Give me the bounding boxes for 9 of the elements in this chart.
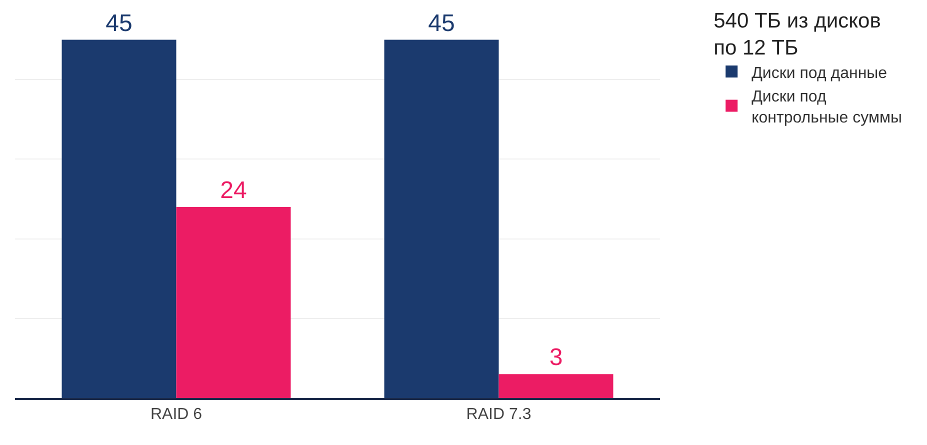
x-tick-label: RAID 6 [150, 406, 202, 424]
x-tick-label: RAID 7.3 [466, 406, 532, 424]
data-label: 3 [549, 344, 563, 372]
legend-label: Диски под контрольные суммы [752, 88, 902, 126]
legend-label: Диски под данные [752, 64, 888, 82]
data-label: 45 [106, 10, 132, 37]
data-label: 45 [428, 10, 455, 37]
legend-title: 540 ТБ из дисков по 12 ТБ [714, 9, 881, 60]
data-label: 24 [220, 176, 247, 204]
